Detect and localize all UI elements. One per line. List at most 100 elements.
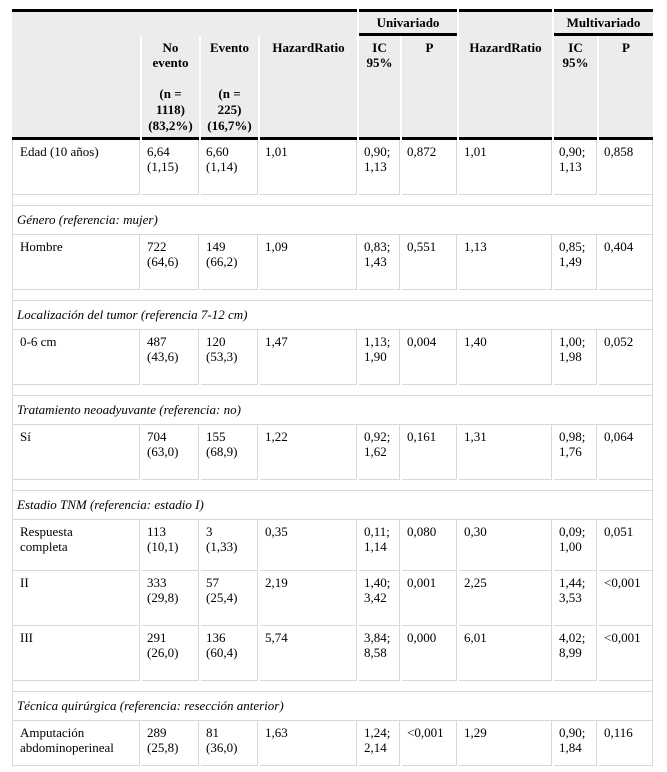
multivariado-group-header: Multivariado: [554, 9, 653, 36]
header-group-row: Univariado Multivariado: [12, 9, 653, 36]
section-estadio: Estadio TNM (referencia: estadio I): [12, 490, 653, 520]
cell-variable: Respuesta completa: [12, 519, 140, 571]
spacer-cell: [12, 289, 653, 301]
spacer-row: [12, 680, 653, 692]
cell-variable: 0-6 cm: [12, 329, 140, 385]
cell-no-evento: 6,64 (1,15): [142, 139, 199, 195]
cell-ic-uni: 0,92; 1,62: [359, 424, 400, 480]
cell-p-uni: <0,001: [402, 720, 457, 766]
section-genero: Género (referencia: mujer): [12, 205, 653, 235]
cell-hr-multi: 1,40: [459, 329, 552, 385]
cell-no-evento: 289 (25,8): [142, 720, 199, 766]
cell-variable: Hombre: [12, 234, 140, 290]
spacer-row: [12, 194, 653, 206]
section-localizacion: Localización del tumor (referencia 7-12 …: [12, 300, 653, 330]
row-estadio-iii: III 291 (26,0) 136 (60,4) 5,74 3,84; 8,5…: [12, 625, 653, 681]
row-hombre: Hombre 722 (64,6) 149 (66,2) 1,09 0,83; …: [12, 234, 653, 290]
spacer-row: [12, 384, 653, 396]
col-header-p-uni: P: [402, 35, 457, 140]
cell-variable: II: [12, 570, 140, 626]
row-edad: Edad (10 años) 6,64 (1,15) 6,60 (1,14) 1…: [12, 139, 653, 195]
section-label: Técnica quirúrgica (referencia: resecció…: [12, 691, 653, 721]
cell-p-multi: 0,051: [599, 519, 653, 571]
col-header-p-multi: P: [599, 35, 653, 140]
cell-p-uni: 0,080: [402, 519, 457, 571]
cell-evento: 3 (1,33): [201, 519, 258, 571]
col-header-ic95-uni: IC 95%: [359, 35, 400, 140]
row-respuesta-completa: Respuesta completa 113 (10,1) 3 (1,33) 0…: [12, 519, 653, 571]
cell-hr-uni: 1,09: [260, 234, 357, 290]
cell-no-evento: 291 (26,0): [142, 625, 199, 681]
cell-ic-multi: 0,85; 1,49: [554, 234, 597, 290]
col-header-no-evento: No evento (n = 1118) (83,2%): [142, 35, 199, 140]
header-group-empty: [12, 9, 357, 36]
cell-ic-multi: 0,98; 1,76: [554, 424, 597, 480]
cell-evento: 6,60 (1,14): [201, 139, 258, 195]
cell-p-uni: 0,872: [402, 139, 457, 195]
cell-p-uni: 0,000: [402, 625, 457, 681]
cell-p-uni: 0,001: [402, 570, 457, 626]
cell-p-multi: 0,052: [599, 329, 653, 385]
cell-ic-uni: 0,83; 1,43: [359, 234, 400, 290]
cell-variable: Edad (10 años): [12, 139, 140, 195]
cell-ic-uni: 0,90; 1,13: [359, 139, 400, 195]
row-0-6-cm: 0-6 cm 487 (43,6) 120 (53,3) 1,47 1,13; …: [12, 329, 653, 385]
cell-p-uni: 0,161: [402, 424, 457, 480]
spacer-cell: [12, 680, 653, 692]
spacer-cell: [12, 479, 653, 491]
cell-evento: 155 (68,9): [201, 424, 258, 480]
cell-no-evento: 113 (10,1): [142, 519, 199, 571]
regression-table-container: Univariado Multivariado No evento (n = 1…: [10, 9, 655, 766]
col-header-ic95-multi: IC 95%: [554, 35, 597, 140]
cell-ic-multi: 1,44; 3,53: [554, 570, 597, 626]
cell-hr-multi: 0,30: [459, 519, 552, 571]
cell-ic-uni: 1,40; 3,42: [359, 570, 400, 626]
cell-hr-uni: 1,47: [260, 329, 357, 385]
cell-ic-uni: 1,13; 1,90: [359, 329, 400, 385]
cell-ic-uni: 3,84; 8,58: [359, 625, 400, 681]
cell-no-evento: 704 (63,0): [142, 424, 199, 480]
cell-hr-multi: 1,29: [459, 720, 552, 766]
cell-variable: Sí: [12, 424, 140, 480]
cell-hr-multi: 2,25: [459, 570, 552, 626]
section-tecnica: Técnica quirúrgica (referencia: resecció…: [12, 691, 653, 721]
cell-hr-uni: 5,74: [260, 625, 357, 681]
col-header-variable: [12, 35, 140, 140]
cell-ic-multi: 4,02; 8,99: [554, 625, 597, 681]
col-header-hazardratio-uni: HazardRatio: [260, 35, 357, 140]
cell-no-evento: 487 (43,6): [142, 329, 199, 385]
cell-variable: Amputación abdominoperineal: [12, 720, 140, 766]
cell-evento: 136 (60,4): [201, 625, 258, 681]
cell-ic-multi: 1,00; 1,98: [554, 329, 597, 385]
cell-p-uni: 0,004: [402, 329, 457, 385]
col-header-hazardratio-multi: HazardRatio: [459, 35, 552, 140]
cell-hr-uni: 2,19: [260, 570, 357, 626]
cell-p-multi: 0,116: [599, 720, 653, 766]
section-label: Tratamiento neoadyuvante (referencia: no…: [12, 395, 653, 425]
cell-hr-multi: 1,31: [459, 424, 552, 480]
section-tratamiento: Tratamiento neoadyuvante (referencia: no…: [12, 395, 653, 425]
spacer-row: [12, 289, 653, 301]
cell-p-multi: 0,064: [599, 424, 653, 480]
cell-no-evento: 722 (64,6): [142, 234, 199, 290]
section-label: Estadio TNM (referencia: estadio I): [12, 490, 653, 520]
cell-ic-multi: 0,90; 1,84: [554, 720, 597, 766]
cell-hr-uni: 0,35: [260, 519, 357, 571]
header-columns-row: No evento (n = 1118) (83,2%) Evento (n =…: [12, 35, 653, 140]
cell-p-multi: <0,001: [599, 625, 653, 681]
spacer-row: [12, 479, 653, 491]
row-estadio-ii: II 333 (29,8) 57 (25,4) 2,19 1,40; 3,42 …: [12, 570, 653, 626]
section-label: Localización del tumor (referencia 7-12 …: [12, 300, 653, 330]
row-si: Sí 704 (63,0) 155 (68,9) 1,22 0,92; 1,62…: [12, 424, 653, 480]
cell-evento: 149 (66,2): [201, 234, 258, 290]
cell-p-multi: 0,858: [599, 139, 653, 195]
cell-evento: 57 (25,4): [201, 570, 258, 626]
cell-p-multi: <0,001: [599, 570, 653, 626]
section-label: Género (referencia: mujer): [12, 205, 653, 235]
cell-hr-multi: 6,01: [459, 625, 552, 681]
cell-ic-multi: 0,90; 1,13: [554, 139, 597, 195]
cell-p-multi: 0,404: [599, 234, 653, 290]
cell-ic-uni: 1,24; 2,14: [359, 720, 400, 766]
cell-p-uni: 0,551: [402, 234, 457, 290]
col-header-evento: Evento (n = 225) (16,7%): [201, 35, 258, 140]
